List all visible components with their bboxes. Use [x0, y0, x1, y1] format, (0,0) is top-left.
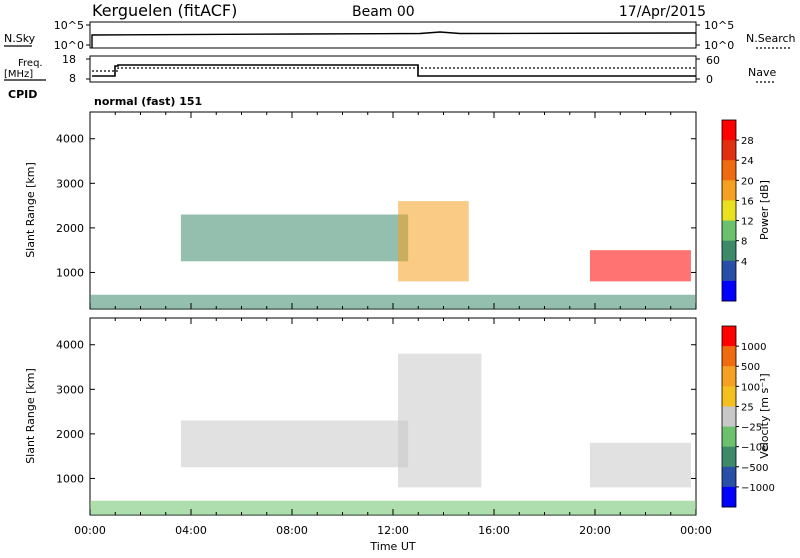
freq-strip — [89, 55, 697, 83]
freq-trace — [92, 64, 696, 77]
freq-tick-bottom: 8 — [69, 72, 76, 85]
velocity-colorbar-tick: 25 — [741, 402, 754, 413]
velocity-colorbar-tick: −100 — [741, 443, 768, 454]
velocity-ytick-label: 4000 — [56, 339, 84, 352]
velocity-colorbar-swatch — [722, 426, 736, 448]
velocity-panel: 1000 2000 3000 4000 Slant Range [km] — [24, 317, 697, 516]
nsky-strip — [89, 21, 697, 49]
station-title: Kerguelen (fitACF) — [92, 1, 237, 20]
power-colorbar-tick: 24 — [741, 156, 754, 167]
power-colorbar-tick: 8 — [741, 237, 747, 248]
velocity-ytick-label: 1000 — [56, 472, 84, 485]
velocity-colorbar-swatch — [722, 326, 736, 347]
velocity-region-1 — [398, 353, 482, 488]
velocity-region-2 — [589, 442, 691, 488]
power-colorbar-swatch — [722, 240, 736, 262]
time-axis-title: Time UT — [369, 540, 415, 553]
date-title: 17/Apr/2015 — [619, 4, 706, 20]
velocity-colorbar-swatch — [722, 486, 736, 508]
power-data — [90, 201, 696, 309]
velocity-x-axis — [89, 318, 697, 515]
power-colorbar-swatch — [722, 260, 736, 282]
power-colorbar-swatch — [722, 120, 736, 141]
power-colorbar: 28 24 20 16 12 8 4 — [721, 119, 754, 302]
velocity-colorbar-tick: −25 — [741, 423, 762, 434]
time-tick-label: 12:00 — [377, 524, 409, 537]
time-axis-labels: 00:00 04:00 08:00 12:00 16:00 20:00 00:00 — [74, 524, 712, 537]
power-colorbar-tick: 4 — [741, 257, 747, 268]
time-tick-label: 04:00 — [175, 524, 207, 537]
freq-label: Freq. — [18, 58, 43, 69]
power-ytick-label: 3000 — [56, 177, 84, 190]
velocity-region-0 — [180, 420, 409, 468]
velocity-colorbar-label: Velocity [m s⁻¹] — [758, 373, 771, 458]
nsky-tick-bottom: 10^0 — [54, 39, 84, 52]
power-colorbar-swatch — [722, 180, 736, 201]
power-y-axis: 1000 2000 3000 4000 — [56, 133, 696, 279]
power-colorbar-swatch — [722, 160, 736, 181]
velocity-colorbar-frame — [721, 325, 737, 508]
velocity-colorbar-swatch — [722, 346, 736, 367]
power-colorbar-tick: 16 — [741, 196, 754, 207]
power-region-1 — [398, 201, 469, 282]
velocity-region-3 — [90, 500, 696, 515]
velocity-colorbar-tick: −1000 — [741, 483, 775, 494]
velocity-ylabel: Slant Range [km] — [24, 368, 37, 464]
velocity-ytick-label: 2000 — [56, 428, 84, 441]
cpid-text: normal (fast) 151 — [94, 95, 202, 108]
nsky-right-tick-top: 10^5 — [704, 19, 734, 32]
cpid-label: CPID — [8, 88, 37, 101]
power-panel: 1000 2000 3000 4000 Slant Range [km] — [24, 111, 697, 310]
velocity-colorbar-swatch — [722, 406, 736, 428]
power-colorbar-tick: 28 — [741, 136, 754, 147]
power-region-0 — [180, 214, 409, 262]
nsearch-label: N.Search — [746, 32, 796, 45]
nsky-right-tick-bottom: 10^0 — [704, 39, 734, 52]
power-colorbar-frame — [721, 119, 737, 302]
velocity-y-axis: 1000 2000 3000 4000 — [56, 339, 696, 485]
velocity-ytick-label: 3000 — [56, 383, 84, 396]
power-colorbar-tick: 12 — [741, 217, 754, 228]
time-tick-label: 00:00 — [74, 524, 106, 537]
power-colorbar-swatch — [722, 140, 736, 161]
nave-trace — [92, 67, 696, 72]
power-colorbar-swatch — [722, 200, 736, 222]
velocity-colorbar-tick: 100 — [741, 382, 760, 393]
velocity-colorbar-tick: 1000 — [741, 342, 766, 353]
nsky-tick-top: 10^5 — [54, 19, 84, 32]
nave-label: Nave — [748, 66, 776, 79]
power-ylabel: Slant Range [km] — [24, 162, 37, 258]
beam-title: Beam 00 — [352, 4, 415, 20]
power-colorbar-label: Power [dB] — [758, 180, 771, 240]
velocity-colorbar-swatch — [722, 446, 736, 468]
time-tick-label: 08:00 — [276, 524, 308, 537]
power-ytick-label: 4000 — [56, 133, 84, 146]
power-region-3 — [90, 294, 696, 309]
power-colorbar-swatch — [722, 220, 736, 242]
velocity-colorbar-swatch — [722, 366, 736, 387]
velocity-colorbar: 1000 500 100 25 −25 −100 −500 −1000 — [721, 325, 775, 508]
power-region-2 — [589, 250, 691, 282]
power-x-axis — [89, 112, 697, 309]
freq-unit: [MHz] — [4, 69, 33, 80]
time-tick-label: 20:00 — [579, 524, 611, 537]
nsky-trace — [91, 31, 697, 48]
velocity-colorbar-tick: −500 — [741, 463, 768, 474]
time-tick-label: 00:00 — [680, 524, 712, 537]
power-colorbar-swatch — [722, 280, 736, 302]
nave-tick-top: 60 — [706, 54, 720, 67]
nave-tick-bottom: 0 — [706, 73, 713, 86]
velocity-data — [90, 353, 696, 515]
power-ytick-label: 1000 — [56, 266, 84, 279]
velocity-colorbar-tick: 500 — [741, 362, 760, 373]
velocity-colorbar-swatch — [722, 466, 736, 488]
freq-tick-top: 18 — [62, 53, 76, 66]
velocity-colorbar-swatch — [722, 386, 736, 407]
power-colorbar-tick: 20 — [741, 176, 754, 187]
time-tick-label: 16:00 — [478, 524, 510, 537]
nsky-label: N.Sky — [4, 32, 36, 45]
power-ytick-label: 2000 — [56, 222, 84, 235]
